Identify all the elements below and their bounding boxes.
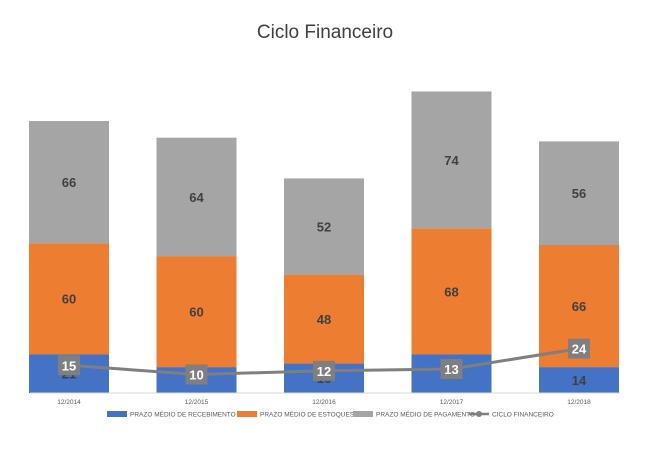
x-tick-label: 12/2018 — [567, 399, 591, 406]
chart-title: Ciclo Financeiro — [256, 22, 394, 43]
x-tick-labels: 12/2014 12/2015 12/2016 12/2017 12/2018 — [57, 399, 591, 406]
line-point-label: 13 — [444, 362, 458, 377]
bar-prazo-medio-de-pagamento-3 — [411, 91, 492, 229]
line-point-marker — [568, 338, 590, 359]
bar-label: 48 — [317, 312, 331, 327]
bars-layer: 2160666064164852216874146656 — [29, 91, 619, 393]
bar-prazo-medio-de-recebimento-4 — [539, 367, 619, 393]
x-tick-label: 12/2015 — [185, 399, 209, 406]
bar-label: 68 — [444, 284, 458, 299]
bar-label: 60 — [62, 292, 76, 307]
legend-swatch-prazo-medio-de-recebimento — [107, 411, 127, 417]
bar-prazo-medio-de-pagamento-1 — [156, 137, 237, 257]
bar-label: 14 — [572, 373, 587, 388]
line-point-label: 15 — [62, 358, 76, 373]
line-point-marker — [185, 364, 208, 385]
x-tick-label: 12/2014 — [57, 399, 81, 406]
bar-prazo-medio-de-estoques-3 — [411, 228, 492, 355]
legend-label: CICLO FINANCEIRO — [492, 412, 554, 419]
legend-swatch-prazo-medio-de-pagamento — [353, 411, 373, 417]
legend-swatch-prazo-medio-de-estoques — [237, 411, 257, 417]
line-point-label: 12 — [317, 364, 331, 379]
x-tick-label: 12/2016 — [312, 399, 336, 406]
bar-label: 64 — [189, 190, 204, 205]
bar-label: 66 — [572, 299, 586, 314]
bar-label: 52 — [317, 220, 331, 235]
legend-label: PRAZO MÉDIO DE ESTOQUES — [260, 410, 355, 419]
bar-label: 66 — [62, 175, 76, 190]
x-tick-label: 12/2017 — [440, 399, 464, 406]
legend: PRAZO MÉDIO DE RECEBIMENTO PRAZO MÉDIO DE… — [107, 410, 554, 419]
bar-prazo-medio-de-estoques-2 — [284, 274, 364, 364]
legend-label: PRAZO MÉDIO DE RECEBIMENTO — [130, 410, 236, 419]
bar-prazo-medio-de-pagamento-2 — [284, 178, 364, 275]
line-point-label: 24 — [572, 342, 587, 357]
bar-prazo-medio-de-pagamento-4 — [539, 141, 619, 245]
bar-prazo-medio-de-estoques-0 — [29, 243, 109, 355]
bar-prazo-medio-de-estoques-1 — [156, 256, 237, 368]
legend-label: PRAZO MÉDIO DE PAGAMENTO — [376, 410, 475, 419]
line-point-marker — [440, 358, 463, 379]
legend-line-marker — [476, 411, 482, 417]
bar-label: 60 — [189, 305, 203, 320]
bar-prazo-medio-de-pagamento-0 — [29, 121, 109, 244]
bar-label: 56 — [572, 186, 586, 201]
line-point-label: 10 — [189, 368, 203, 383]
line-point-marker — [313, 360, 335, 381]
line-point-marker — [58, 355, 80, 376]
line-layer: 15 10 12 13 24 — [58, 338, 590, 385]
bar-label: 74 — [444, 153, 459, 168]
